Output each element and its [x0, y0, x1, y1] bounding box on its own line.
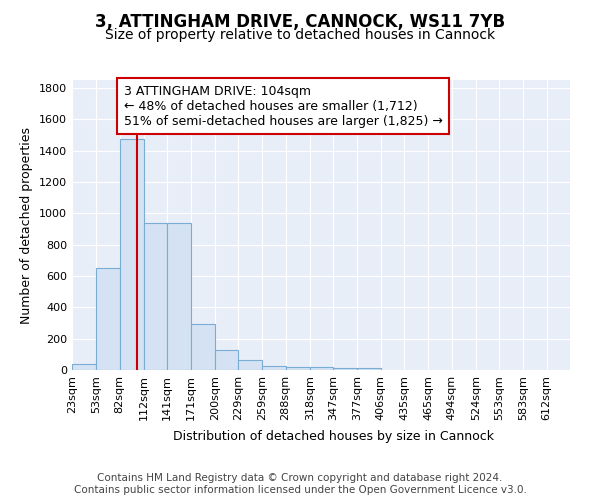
Bar: [333, 368, 357, 370]
Text: Contains HM Land Registry data © Crown copyright and database right 2024.
Contai: Contains HM Land Registry data © Crown c…: [74, 474, 526, 495]
Bar: [144, 224, 167, 370]
Bar: [72, 364, 96, 370]
Bar: [96, 268, 119, 370]
Text: 3, ATTINGHAM DRIVE, CANNOCK, WS11 7YB: 3, ATTINGHAM DRIVE, CANNOCK, WS11 7YB: [95, 12, 505, 30]
Bar: [357, 368, 380, 370]
Y-axis label: Number of detached properties: Number of detached properties: [20, 126, 34, 324]
Bar: [238, 360, 262, 370]
Bar: [191, 324, 215, 370]
Bar: [286, 366, 310, 370]
Text: 3 ATTINGHAM DRIVE: 104sqm
← 48% of detached houses are smaller (1,712)
51% of se: 3 ATTINGHAM DRIVE: 104sqm ← 48% of detac…: [124, 84, 442, 128]
Bar: [262, 366, 286, 370]
Text: Distribution of detached houses by size in Cannock: Distribution of detached houses by size …: [173, 430, 494, 443]
Bar: [119, 139, 144, 370]
Text: Size of property relative to detached houses in Cannock: Size of property relative to detached ho…: [105, 28, 495, 42]
Bar: [167, 224, 191, 370]
Bar: [215, 350, 238, 370]
Bar: [310, 367, 333, 370]
